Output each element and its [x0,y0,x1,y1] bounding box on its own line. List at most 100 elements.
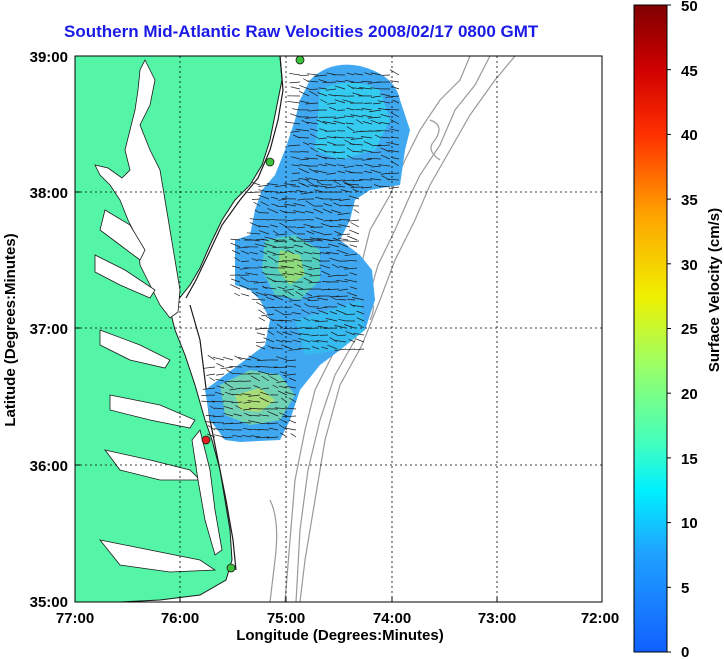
velocity-arrow [234,292,241,297]
velocity-arrow [207,425,216,431]
velocity-arrow [376,130,391,132]
velocity-arrow [271,203,279,207]
velocity-arrow [356,310,365,315]
velocity-arrow [330,198,342,201]
velocity-arrow [343,267,358,270]
velocity-arrow [370,178,382,181]
velocity-arrow [361,186,373,189]
velocity-arrow [363,141,373,146]
y-tick-label: 36:00 [30,458,68,475]
velocity-arrow [272,384,279,389]
velocity-arrow [362,121,373,125]
velocity-arrow [301,119,310,125]
velocity-arrow [251,291,259,297]
velocity-arrow [287,100,301,104]
velocity-arrow [270,196,279,200]
velocity-arrow [286,121,301,125]
velocity-arrow [267,208,279,214]
velocity-arrow [206,373,216,376]
velocity-arrow [275,233,288,236]
velocity-arrow [338,242,349,248]
velocity-arrow [347,84,355,90]
velocity-arrow [230,278,241,283]
velocity-arrow [335,179,346,181]
velocity-arrow [267,345,275,350]
velocity-arrow [319,264,331,269]
velocity-arrow [248,355,261,361]
x-tick-label: 72:00 [581,610,619,627]
velocity-arrow [288,377,297,382]
velocity-arrow [253,281,268,284]
velocity-arrow [223,405,234,410]
velocity-arrow [231,401,243,404]
velocity-arrow [230,284,241,290]
velocity-arrow [355,119,364,125]
velocity-arrow [361,149,373,153]
velocity-arrow [344,179,355,182]
velocity-arrow [249,251,259,255]
velocity-arrow [272,280,286,283]
velocity-arrow [232,372,243,375]
velocity-arrow [284,203,297,207]
colorbar-tick-label: 25 [681,321,698,338]
velocity-arrow [247,191,261,193]
velocity-arrow [304,157,319,160]
velocity-arrow [355,164,364,167]
velocity-arrow [303,277,313,283]
velocity-arrow [263,306,275,309]
velocity-arrow [298,337,311,343]
velocity-arrow [240,267,250,270]
velocity-arrow [285,427,297,431]
velocity-arrow [322,208,333,214]
velocity-arrow [251,298,266,301]
velocity-arrow [328,94,337,97]
velocity-arrow [313,74,328,77]
velocity-arrow [379,121,391,125]
velocity-arrow [337,212,351,215]
velocity-arrow [307,73,319,76]
velocity-arrow [241,237,250,241]
velocity-arrow [294,250,304,255]
velocity-arrow [266,183,279,186]
velocity-arrow [258,309,266,315]
velocity-arrow [305,177,319,181]
velocity-arrow [268,427,279,431]
velocity-arrow [283,288,295,292]
velocity-arrow [318,309,329,315]
velocity-arrow [230,422,243,425]
velocity-arrow [259,391,270,396]
velocity-arrow [357,324,365,329]
velocity-arrow [261,375,270,382]
velocity-arrow [232,434,243,438]
velocity-arrow [236,246,250,249]
velocity-arrow [345,205,360,207]
velocity-arrow [251,198,261,200]
velocity-arrow [287,228,297,235]
y-tick-label: 39:00 [30,49,68,66]
velocity-arrow [337,299,347,301]
velocity-arrow [296,190,306,193]
velocity-arrow [268,373,279,376]
velocity-arrow [258,194,270,200]
velocity-arrow [311,230,324,235]
velocity-arrow [370,87,382,90]
velocity-arrow [292,319,302,322]
velocity-arrow [374,184,382,188]
velocity-arrow [356,317,365,322]
colorbar-tick-label: 35 [681,192,698,209]
velocity-arrow [342,99,355,104]
velocity-arrow [248,394,261,397]
velocity-arrow [248,420,261,424]
velocity-arrow [285,365,297,368]
velocity-arrow [282,331,293,336]
velocity-arrow [292,339,302,343]
velocity-arrow [349,286,358,290]
velocity-arrow [363,170,373,174]
velocity-arrow [367,116,382,119]
velocity-arrow [295,128,310,132]
velocity-arrow [312,257,322,262]
velocity-arrow [306,230,315,235]
velocity-arrow [351,304,365,308]
velocity-arrow [335,279,349,283]
velocity-arrow [328,243,340,248]
